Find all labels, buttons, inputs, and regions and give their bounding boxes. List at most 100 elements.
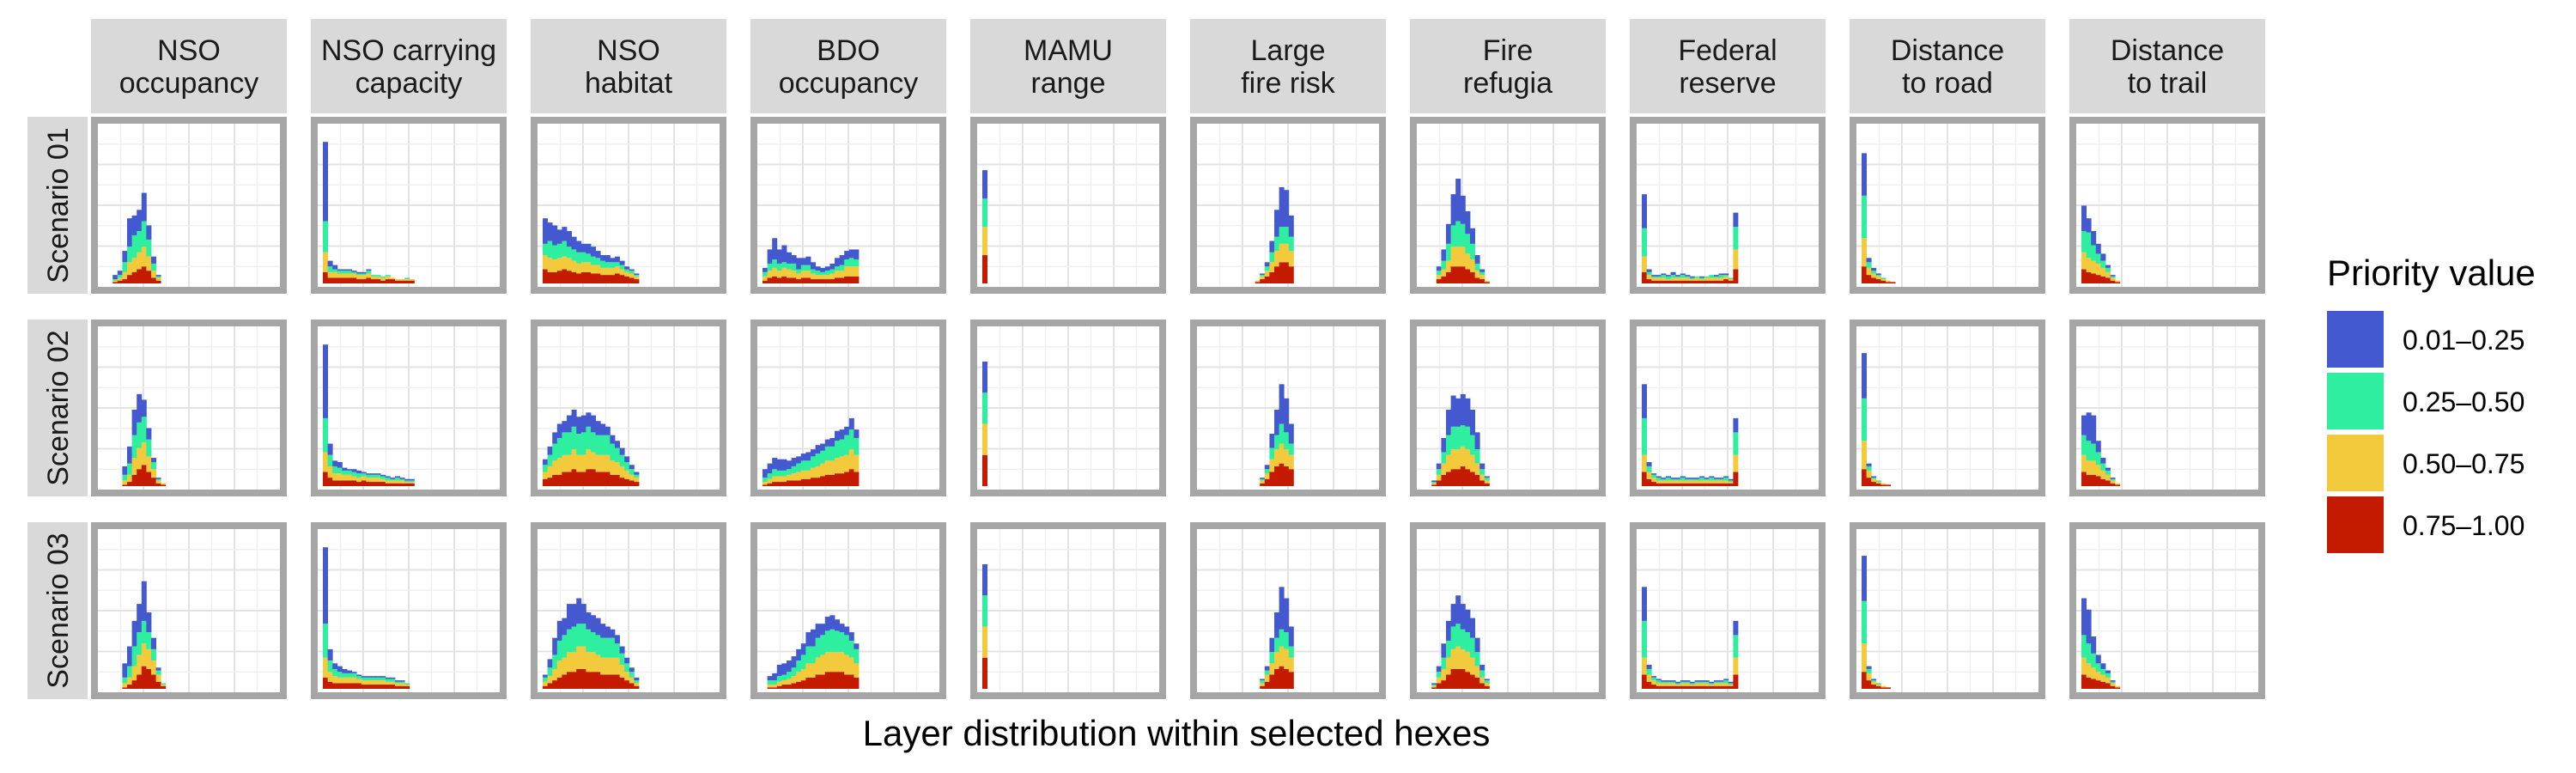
bar-segment-025-050 bbox=[848, 258, 854, 267]
bar-segment-050-075 bbox=[580, 262, 586, 272]
bar-segment-075-100 bbox=[576, 472, 582, 486]
bar-segment-025-050 bbox=[141, 620, 147, 644]
bar-segment-025-050 bbox=[2105, 673, 2111, 678]
bar-segment-001-025 bbox=[137, 210, 143, 232]
panel-grid bbox=[318, 124, 500, 287]
bar-segment-025-050 bbox=[1733, 432, 1739, 455]
bar-segment-050-075 bbox=[375, 680, 381, 685]
bar-segment-075-100 bbox=[2095, 476, 2101, 486]
bar-segment-050-075 bbox=[1723, 480, 1729, 484]
bar-segment-025-050 bbox=[791, 667, 797, 677]
bar-segment-050-075 bbox=[1479, 275, 1485, 280]
bar-segment-001-025 bbox=[1685, 680, 1691, 682]
bar-segment-050-075 bbox=[595, 654, 601, 673]
bar-segment-050-075 bbox=[1871, 478, 1877, 483]
bar-segment-025-050 bbox=[1455, 624, 1461, 647]
bar-segment-050-075 bbox=[1455, 247, 1461, 267]
bar-segment-050-075 bbox=[854, 454, 860, 472]
bar-segment-075-100 bbox=[1718, 483, 1724, 486]
bar-segment-025-050 bbox=[1269, 447, 1275, 460]
bar-segment-050-075 bbox=[1718, 480, 1724, 484]
bar-segment-075-100 bbox=[1862, 266, 1867, 283]
bar-segment-050-075 bbox=[146, 456, 152, 472]
bar-segment-025-050 bbox=[787, 672, 792, 679]
bar-segment-050-075 bbox=[610, 460, 616, 475]
bar-segment-050-075 bbox=[796, 672, 802, 682]
strip-background bbox=[27, 320, 88, 496]
bar-segment-025-050 bbox=[781, 262, 787, 268]
column-strip-label: Large bbox=[1251, 34, 1326, 67]
bar-segment-050-075 bbox=[146, 256, 152, 271]
bar-segment-001-025 bbox=[390, 677, 396, 679]
bar-segment-075-100 bbox=[380, 280, 386, 283]
bar-segment-025-050 bbox=[141, 417, 147, 442]
histogram-bars bbox=[1862, 556, 1891, 689]
bar-segment-001-025 bbox=[1269, 434, 1275, 448]
bar-segment-075-100 bbox=[591, 672, 596, 689]
bar-segment-001-025 bbox=[112, 275, 118, 280]
bar-segment-001-025 bbox=[787, 460, 792, 470]
panel-border bbox=[1190, 522, 1386, 699]
bar-segment-001-025 bbox=[787, 252, 792, 264]
panel-border bbox=[2069, 320, 2265, 496]
bar-segment-001-025 bbox=[811, 449, 816, 457]
bar-segment-050-075 bbox=[380, 680, 386, 685]
bar-segment-025-050 bbox=[1460, 223, 1466, 247]
bar-segment-001-025 bbox=[848, 417, 854, 430]
bar-segment-050-075 bbox=[366, 680, 372, 685]
panel-border bbox=[1410, 320, 1606, 496]
bar-segment-050-075 bbox=[615, 657, 620, 675]
histogram-bars bbox=[2081, 598, 2121, 689]
bar-segment-075-100 bbox=[1651, 280, 1657, 283]
bar-segment-050-075 bbox=[634, 478, 640, 483]
bar-segment-075-100 bbox=[1474, 677, 1480, 689]
bar-segment-050-075 bbox=[776, 271, 782, 278]
bar-segment-025-050 bbox=[1470, 637, 1475, 658]
bar-segment-025-050 bbox=[380, 276, 386, 278]
bar-segment-050-075 bbox=[1714, 480, 1719, 484]
bar-segment-025-050 bbox=[610, 637, 616, 658]
bar-segment-001-025 bbox=[1484, 476, 1490, 478]
bar-segment-075-100 bbox=[796, 681, 802, 689]
bar-segment-050-075 bbox=[1274, 652, 1279, 669]
histogram-bars bbox=[323, 142, 415, 283]
bar-segment-050-075 bbox=[337, 677, 343, 684]
bar-segment-050-075 bbox=[409, 482, 415, 484]
bar-segment-075-100 bbox=[371, 279, 376, 283]
bar-segment-001-025 bbox=[151, 458, 156, 462]
bar-segment-050-075 bbox=[1866, 470, 1872, 478]
bar-segment-050-075 bbox=[787, 679, 792, 685]
bar-segment-025-050 bbox=[576, 434, 582, 455]
bar-segment-025-050 bbox=[629, 271, 635, 274]
bar-segment-050-075 bbox=[576, 454, 582, 472]
bar-segment-025-050 bbox=[1670, 681, 1676, 684]
bar-segment-050-075 bbox=[829, 460, 835, 475]
bar-segment-025-050 bbox=[839, 632, 845, 653]
bar-segment-050-075 bbox=[762, 482, 768, 485]
histogram-bars bbox=[1260, 384, 1294, 486]
bar-segment-050-075 bbox=[844, 454, 850, 472]
bar-segment-001-025 bbox=[1455, 595, 1461, 624]
bar-segment-075-100 bbox=[1470, 271, 1475, 283]
bar-segment-075-100 bbox=[151, 478, 156, 486]
bar-segment-025-050 bbox=[137, 422, 143, 448]
bar-segment-001-025 bbox=[1666, 476, 1671, 478]
bar-segment-025-050 bbox=[151, 461, 156, 470]
bar-segment-075-100 bbox=[356, 482, 362, 486]
bar-segment-075-100 bbox=[390, 685, 396, 689]
bar-segment-050-075 bbox=[2100, 267, 2106, 277]
bar-segment-025-050 bbox=[1685, 276, 1691, 278]
bar-segment-050-075 bbox=[2115, 280, 2121, 283]
bar-segment-001-025 bbox=[1264, 666, 1270, 671]
bar-segment-050-075 bbox=[1709, 277, 1715, 281]
bar-segment-025-050 bbox=[767, 680, 773, 685]
bar-segment-075-100 bbox=[791, 277, 797, 283]
column-strip-label: Distance bbox=[1891, 34, 2004, 67]
bar-segment-001-025 bbox=[1694, 680, 1700, 682]
bar-segment-050-075 bbox=[820, 275, 826, 280]
bar-segment-025-050 bbox=[1694, 681, 1700, 684]
bar-segment-075-100 bbox=[2100, 478, 2106, 486]
bar-segment-050-075 bbox=[2081, 252, 2087, 270]
bar-segment-075-100 bbox=[1690, 685, 1695, 689]
row-strip-3: Scenario 03 bbox=[27, 522, 88, 699]
